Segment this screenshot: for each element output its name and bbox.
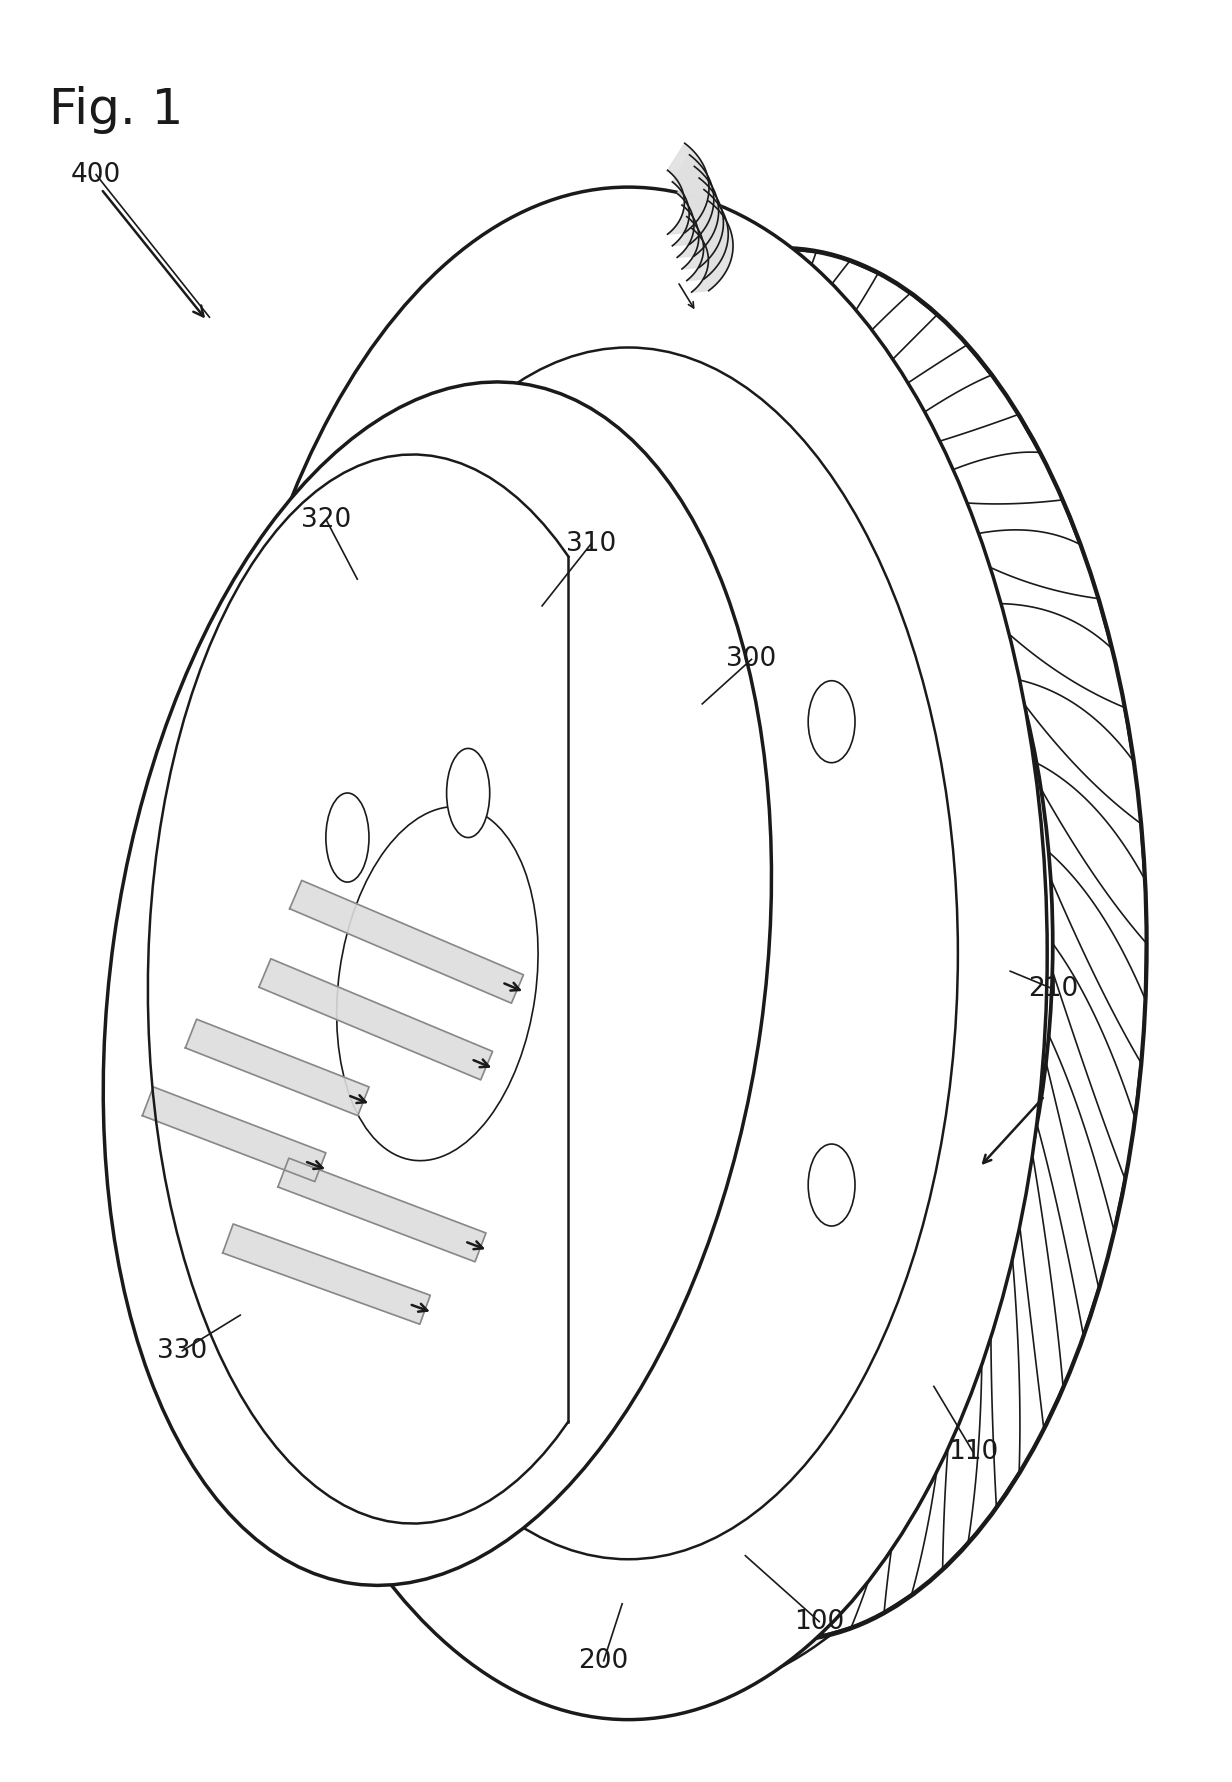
Text: 310: 310 (567, 531, 616, 556)
Ellipse shape (336, 807, 538, 1160)
Polygon shape (185, 1019, 370, 1116)
Text: 110: 110 (949, 1440, 998, 1465)
Text: 200: 200 (579, 1648, 628, 1673)
Polygon shape (290, 880, 524, 1003)
Text: 400: 400 (71, 162, 121, 187)
Polygon shape (143, 1087, 325, 1181)
Polygon shape (686, 189, 728, 280)
Polygon shape (673, 155, 713, 246)
Polygon shape (678, 166, 718, 257)
Ellipse shape (511, 410, 1053, 1479)
Polygon shape (278, 1158, 485, 1262)
Ellipse shape (447, 748, 490, 838)
Ellipse shape (419, 249, 1146, 1639)
Ellipse shape (240, 255, 1078, 1698)
Ellipse shape (103, 381, 771, 1586)
Text: Fig. 1: Fig. 1 (49, 86, 184, 134)
Polygon shape (691, 201, 733, 292)
Text: 210: 210 (1029, 977, 1078, 1001)
Text: 300: 300 (727, 647, 776, 672)
Polygon shape (259, 959, 493, 1080)
Ellipse shape (299, 347, 958, 1559)
Polygon shape (668, 143, 708, 233)
Ellipse shape (605, 601, 652, 683)
Text: 320: 320 (302, 508, 351, 533)
Ellipse shape (605, 1224, 652, 1306)
Ellipse shape (402, 1144, 448, 1226)
Ellipse shape (325, 793, 370, 882)
Polygon shape (223, 1224, 430, 1324)
Ellipse shape (808, 1144, 855, 1226)
Ellipse shape (808, 681, 855, 763)
Text: 330: 330 (158, 1338, 207, 1363)
Polygon shape (683, 178, 723, 269)
Ellipse shape (209, 187, 1047, 1720)
Text: 100: 100 (795, 1609, 844, 1634)
